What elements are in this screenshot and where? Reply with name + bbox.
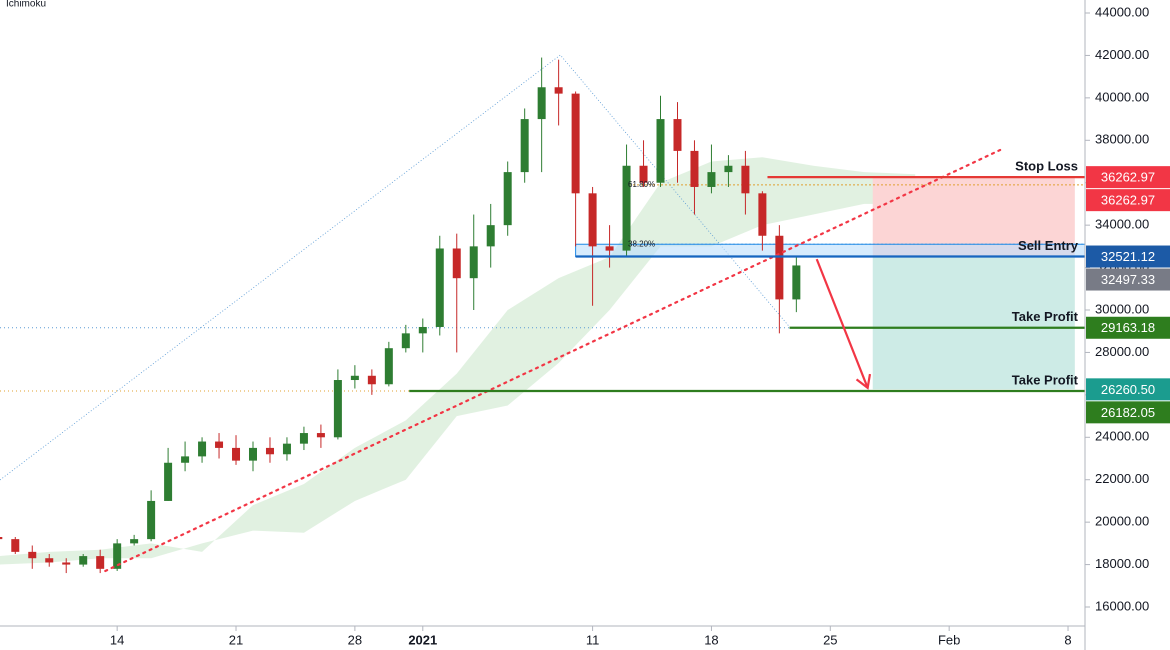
candle-body bbox=[265, 447, 274, 455]
candle-body bbox=[113, 543, 122, 569]
candle-body bbox=[537, 87, 546, 120]
candle-body bbox=[384, 348, 393, 385]
price-badge-label: 26260.50 bbox=[1101, 382, 1155, 397]
fib-label: 61.80% bbox=[628, 180, 655, 189]
candle-body bbox=[775, 235, 784, 300]
candle-body bbox=[571, 93, 580, 194]
candle-body bbox=[215, 441, 224, 448]
candle-body bbox=[79, 556, 88, 565]
candle-body bbox=[435, 248, 444, 327]
price-badge bbox=[1086, 401, 1170, 424]
arrow-shaft bbox=[815, 258, 869, 389]
candle-body bbox=[333, 380, 342, 438]
candle-body bbox=[656, 119, 665, 183]
candle-body bbox=[673, 119, 682, 151]
y-tick-label: 20000.00 bbox=[1095, 514, 1149, 529]
y-tick-label: 24000.00 bbox=[1095, 429, 1149, 444]
price-badge-label: 32497.33 bbox=[1101, 272, 1155, 287]
candle-body bbox=[299, 433, 308, 444]
price-badge bbox=[1086, 245, 1170, 268]
candle-body bbox=[147, 500, 156, 540]
candle-body bbox=[690, 150, 699, 187]
risk-zone bbox=[872, 177, 1075, 257]
annotation-layer: 16000.00 18000.00 20000.00 22000.00 24000.00… bbox=[104, 4, 1170, 647]
x-tick-label: 18 bbox=[704, 632, 718, 647]
x-tick-label: 25 bbox=[823, 632, 837, 647]
price-badge bbox=[1086, 166, 1170, 189]
x-tick-label: 28 bbox=[348, 632, 362, 647]
candle-body bbox=[401, 333, 410, 349]
fib-path bbox=[0, 54, 790, 481]
candle-body bbox=[588, 193, 597, 247]
fib-label: 38.20% bbox=[628, 239, 655, 248]
x-tick-label: 8 bbox=[1064, 632, 1071, 647]
y-tick-label: 44000.00 bbox=[1095, 4, 1149, 19]
x-tick-label: 11 bbox=[586, 632, 600, 647]
y-tick-label: 42000.00 bbox=[1095, 47, 1149, 62]
x-tick-label: 2021 bbox=[408, 632, 437, 647]
price-layer bbox=[0, 57, 801, 574]
candle-body bbox=[198, 441, 207, 457]
y-tick-label: 30000.00 bbox=[1095, 301, 1149, 316]
candle-body bbox=[486, 225, 495, 247]
candle-body bbox=[248, 447, 257, 461]
y-tick-label: 34000.00 bbox=[1095, 217, 1149, 232]
price-badge bbox=[1086, 378, 1170, 401]
x-tick-label: Feb bbox=[938, 632, 960, 647]
candle-body bbox=[554, 87, 563, 94]
candle-body bbox=[316, 433, 325, 438]
candle-body bbox=[350, 375, 359, 381]
candle-body bbox=[758, 193, 767, 236]
candle-body bbox=[622, 165, 631, 251]
indicator-label: Ichimoku bbox=[6, 0, 46, 10]
candle-body bbox=[741, 165, 750, 194]
candle-body bbox=[0, 537, 3, 540]
candle-body bbox=[232, 447, 241, 461]
candle-body bbox=[503, 172, 512, 226]
candle-body bbox=[639, 165, 648, 183]
y-tick-label: 16000.00 bbox=[1095, 598, 1149, 613]
price-badge-label: 32521.12 bbox=[1101, 249, 1155, 264]
candle-body bbox=[28, 551, 37, 559]
x-tick-label: 21 bbox=[229, 632, 243, 647]
candle-body bbox=[707, 172, 716, 187]
candle-body bbox=[724, 165, 733, 173]
y-tick-label: 38000.00 bbox=[1095, 132, 1149, 147]
y-tick-label: 18000.00 bbox=[1095, 556, 1149, 571]
price-badge bbox=[1086, 189, 1170, 212]
level-label: Take Profit bbox=[1012, 309, 1079, 324]
level-label: Stop Loss bbox=[1015, 159, 1078, 174]
candle-body bbox=[62, 562, 71, 565]
candle-body bbox=[520, 119, 529, 173]
price-badge-label: 29163.18 bbox=[1101, 320, 1155, 335]
price-badge-label: 36262.97 bbox=[1101, 170, 1155, 185]
level-label: Sell Entry bbox=[1018, 238, 1079, 253]
candle-body bbox=[452, 248, 461, 279]
candle-body bbox=[792, 265, 801, 300]
candle-body bbox=[181, 456, 190, 463]
candle-body bbox=[96, 556, 105, 569]
candle-body bbox=[282, 443, 291, 455]
price-badge-label: 26182.05 bbox=[1101, 405, 1155, 420]
candle-body bbox=[469, 246, 478, 279]
y-tick-label: 28000.00 bbox=[1095, 344, 1149, 359]
level-label: Take Profit bbox=[1012, 372, 1079, 387]
ichimoku-cloud bbox=[0, 157, 916, 565]
price-badge bbox=[1086, 316, 1170, 339]
price-badge bbox=[1086, 268, 1170, 291]
candle-body bbox=[367, 375, 376, 385]
arrow-head bbox=[855, 373, 872, 390]
candle-body bbox=[45, 558, 54, 563]
reward-zone bbox=[872, 256, 1075, 390]
y-tick-label: 22000.00 bbox=[1095, 471, 1149, 486]
candle-body bbox=[418, 326, 427, 334]
x-tick-label: 14 bbox=[110, 632, 124, 647]
candle-body bbox=[164, 462, 173, 501]
candle-body bbox=[605, 246, 614, 251]
candle-body bbox=[11, 539, 20, 552]
y-tick-label: 40000.00 bbox=[1095, 89, 1149, 104]
candle-body bbox=[130, 539, 139, 544]
price-badge-label: 36262.97 bbox=[1101, 193, 1155, 208]
